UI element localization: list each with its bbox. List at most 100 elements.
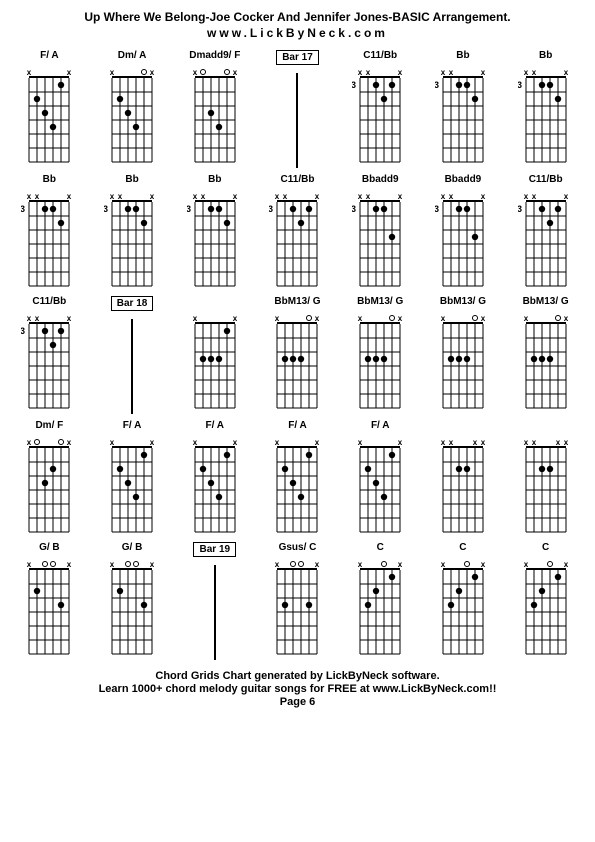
chord-diagram: F/ Axx: [175, 420, 254, 536]
chord-diagram: Bbadd9xxx3: [424, 174, 503, 290]
bar-line: [131, 319, 133, 414]
chord-fretboard: xx: [187, 436, 243, 536]
svg-text:x: x: [441, 560, 446, 569]
svg-text:x: x: [27, 68, 32, 77]
chord-diagram: Dm/ Axx: [93, 50, 172, 168]
chord-diagram: F/ A xx: [341, 420, 420, 536]
chord-fretboard: xx: [518, 312, 574, 412]
chord-fretboard: xxx3: [352, 66, 408, 166]
bar-marker: Bar 19: [175, 542, 254, 660]
chord-label: BbM13/ G: [357, 296, 403, 310]
chord-fretboard: xx: [104, 66, 160, 166]
svg-text:x: x: [398, 68, 403, 77]
svg-text:x: x: [67, 314, 72, 323]
chord-fretboard: xxxx: [518, 436, 574, 536]
chord-fretboard: xx: [352, 436, 408, 536]
svg-text:x: x: [275, 314, 280, 323]
svg-text:x: x: [315, 314, 320, 323]
chord-diagram: C11/Bbxxx3: [341, 50, 420, 168]
chord-diagram: Bb xxx3: [424, 50, 503, 168]
chord-label: BbM13/ G: [440, 296, 486, 310]
chord-grid: F/ AxxDm/ AxxDmadd9/ FxxBar 17C11/Bbxxx3…: [10, 50, 585, 660]
chord-fretboard: xxx3: [187, 190, 243, 290]
svg-text:x: x: [110, 438, 115, 447]
svg-text:x: x: [233, 314, 238, 323]
svg-text:3: 3: [518, 204, 522, 214]
chord-label: Bb: [456, 50, 469, 64]
chord-label: F/ A: [371, 420, 390, 434]
chord-diagram: Bbadd9xxx3: [341, 174, 420, 290]
chord-diagram: Dm/ F xx: [10, 420, 89, 536]
chord-fretboard: xxx3: [435, 66, 491, 166]
chord-diagram: Cxx: [424, 542, 503, 660]
bar-label: Bar 19: [193, 542, 236, 557]
svg-text:x: x: [531, 192, 536, 201]
svg-text:x: x: [110, 68, 115, 77]
svg-text:x: x: [201, 192, 206, 201]
footer-line-2: Learn 1000+ chord melody guitar songs fo…: [10, 683, 585, 695]
chord-label: Bb: [125, 174, 138, 188]
chord-diagram: Cxx: [341, 542, 420, 660]
chord-fretboard: xx: [518, 558, 574, 658]
svg-text:x: x: [563, 560, 568, 569]
svg-text:x: x: [283, 192, 288, 201]
svg-text:x: x: [358, 560, 363, 569]
svg-text:x: x: [358, 192, 363, 201]
chord-label: Dmadd9/ F: [189, 50, 240, 64]
chord-fretboard: xx: [21, 436, 77, 536]
svg-text:x: x: [315, 438, 320, 447]
svg-text:x: x: [35, 192, 40, 201]
svg-text:x: x: [358, 438, 363, 447]
svg-text:3: 3: [435, 204, 439, 214]
page-title: Up Where We Belong-Joe Cocker And Jennif…: [10, 10, 585, 24]
chord-fretboard: xx: [21, 66, 77, 166]
bar-label: Bar 18: [111, 296, 154, 311]
chord-label: G/ B: [39, 542, 60, 556]
chord-fretboard: xx: [269, 558, 325, 658]
chord-diagram: xxxx: [424, 420, 503, 536]
svg-text:x: x: [35, 314, 40, 323]
chord-fretboard: xxx3: [352, 190, 408, 290]
svg-text:x: x: [118, 192, 123, 201]
chord-fretboard: xxx3: [269, 190, 325, 290]
svg-text:x: x: [67, 192, 72, 201]
chord-fretboard: xxx3: [21, 190, 77, 290]
chord-fretboard: xx: [269, 312, 325, 412]
chord-fretboard: xx: [352, 558, 408, 658]
chord-label: G/ B: [122, 542, 143, 556]
chord-fretboard: xxx3: [21, 312, 77, 412]
svg-text:x: x: [193, 68, 198, 77]
svg-text:x: x: [398, 192, 403, 201]
svg-text:x: x: [523, 314, 528, 323]
svg-text:x: x: [441, 314, 446, 323]
svg-text:x: x: [358, 314, 363, 323]
svg-text:x: x: [523, 192, 528, 201]
chord-label: F/ A: [123, 420, 142, 434]
svg-text:x: x: [481, 438, 486, 447]
svg-text:x: x: [473, 438, 478, 447]
svg-text:x: x: [449, 438, 454, 447]
chord-label: Bbadd9: [445, 174, 482, 188]
svg-text:x: x: [531, 438, 536, 447]
chord-fretboard: xx: [435, 312, 491, 412]
svg-text:3: 3: [187, 204, 191, 214]
chord-label: Gsus/ C: [279, 542, 317, 556]
chord-label: Dm/ F: [35, 420, 63, 434]
svg-text:3: 3: [269, 204, 273, 214]
svg-text:x: x: [193, 192, 198, 201]
chord-fretboard: xxxx: [435, 436, 491, 536]
bar-marker: Bar 18: [93, 296, 172, 414]
chord-diagram: Cxx: [506, 542, 585, 660]
chord-fretboard: xx: [435, 558, 491, 658]
chord-label: C11/Bb: [529, 174, 563, 188]
chord-label: C: [377, 542, 384, 556]
chord-label: C: [542, 542, 549, 556]
chord-fretboard: xxx3: [104, 190, 160, 290]
svg-text:x: x: [150, 68, 155, 77]
svg-text:x: x: [563, 314, 568, 323]
chord-label: C11/Bb: [32, 296, 66, 310]
svg-text:x: x: [193, 438, 198, 447]
bar-label: Bar 17: [276, 50, 319, 65]
svg-text:x: x: [441, 438, 446, 447]
svg-text:x: x: [366, 68, 371, 77]
